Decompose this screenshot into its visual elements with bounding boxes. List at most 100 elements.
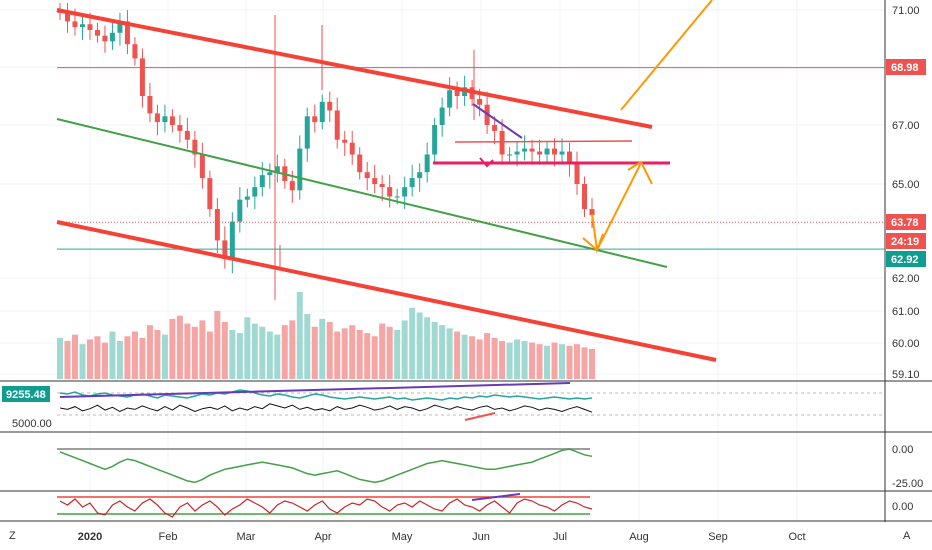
lower-channel-line [56, 220, 717, 362]
candle-body [447, 90, 453, 108]
volume-bar [424, 317, 431, 379]
volume-bar [446, 328, 453, 379]
price-tick-label: 71.00 [892, 5, 920, 17]
candle-body [312, 116, 318, 123]
time-tick-label: 2020 [78, 531, 102, 543]
candle-body [124, 21, 130, 45]
trend-drawings [56, 0, 885, 362]
volume-bar [79, 344, 86, 379]
volume-bar [379, 323, 386, 379]
candle-body [349, 142, 355, 155]
indicator-2-pane [57, 448, 593, 484]
indicator-3-divergence [471, 493, 521, 501]
indicator-1-line-a [59, 403, 593, 413]
volume-bar [551, 342, 558, 379]
candle-body [379, 184, 385, 188]
range-top-segment [454, 140, 633, 143]
time-tick-label: Jul [553, 531, 567, 543]
indicator-1-divergence-red [464, 412, 496, 421]
candle-body [297, 148, 303, 191]
volume-bar [244, 317, 251, 379]
volume-bar [334, 331, 341, 379]
candle-body [589, 209, 595, 216]
candle-body [387, 187, 393, 197]
volume-bar [439, 325, 446, 379]
zoom-button[interactable]: Z [9, 530, 16, 542]
volume-bar [206, 331, 213, 379]
time-tick-label: May [392, 531, 413, 543]
volume-bar [469, 336, 476, 379]
candle-body [192, 139, 198, 155]
auto-scale-button[interactable]: A [903, 530, 911, 542]
middle-channel-line [56, 118, 668, 268]
volume-bar [514, 339, 521, 379]
candle-body [304, 116, 310, 149]
candle-body [154, 113, 160, 123]
price-axis[interactable]: 71.0069.0067.0065.0062.0061.0060.0059.10… [12, 5, 926, 513]
candle-body [574, 163, 580, 184]
candle-body [274, 166, 280, 173]
volume-bar [266, 331, 273, 379]
candle-body [364, 172, 370, 179]
volume-bar [326, 322, 333, 379]
volume-bar [281, 325, 288, 379]
price-tick-label: 65.00 [892, 179, 920, 191]
candle-body [169, 116, 175, 125]
volume-bar [416, 312, 423, 379]
indicator-2-line [59, 448, 593, 484]
candle-body [289, 181, 295, 191]
volume-bar [214, 310, 221, 379]
volume-bar [109, 331, 116, 379]
candle-body [267, 172, 273, 176]
indicator-3-tick: 0.00 [892, 501, 913, 513]
volume-bar [199, 320, 206, 379]
volume-bar [101, 342, 108, 379]
candle-body [499, 130, 505, 155]
volume-bar [386, 326, 393, 379]
volume-bar [409, 307, 416, 379]
candle-body [252, 187, 258, 197]
volume-bar [559, 344, 566, 379]
time-tick-label: Aug [629, 531, 649, 543]
volume-bar [161, 334, 168, 379]
price-tag [886, 59, 926, 75]
candle-body [177, 125, 183, 131]
upper-channel-line [56, 8, 653, 129]
arrow-up-line [620, 0, 713, 111]
candle-body [439, 107, 445, 125]
volume-bar [364, 333, 371, 379]
indicator-1-tick: 5000.00 [12, 418, 52, 430]
check-mark [479, 157, 494, 168]
price-tag-label: 63.78 [891, 217, 919, 229]
volume-bar [71, 334, 78, 379]
volume-bar [521, 341, 528, 379]
volume-bar [499, 341, 506, 379]
volume-bar [57, 337, 63, 379]
indicator-2-tick: 0.00 [892, 444, 913, 456]
volume-bar [169, 318, 176, 379]
candle-body [132, 44, 138, 59]
arrow-head [627, 160, 653, 185]
time-tick-label: Oct [788, 531, 805, 543]
volume-bar [454, 331, 461, 379]
candle-body [184, 130, 190, 140]
price-tag [886, 233, 926, 249]
volume-bar [484, 333, 491, 379]
price-tag [886, 214, 926, 230]
volume-bar [304, 314, 311, 379]
indicator-3-line [59, 498, 593, 518]
time-axis[interactable]: 2020 Feb Mar Apr May Jun Jul Aug Sep Oct [78, 531, 806, 543]
volume-bar [394, 329, 401, 379]
volume-bar [154, 329, 161, 379]
volume-bar [341, 328, 348, 379]
candle-body [409, 178, 415, 188]
candle-body [162, 116, 168, 123]
volume-bar [251, 323, 258, 379]
volume-bar [529, 342, 536, 379]
price-tick-label: 67.00 [892, 120, 920, 132]
indicator-1-line-b [59, 389, 593, 401]
indicator-1-divergence [59, 382, 571, 398]
candle-body [424, 154, 430, 173]
candle-body [394, 196, 400, 198]
